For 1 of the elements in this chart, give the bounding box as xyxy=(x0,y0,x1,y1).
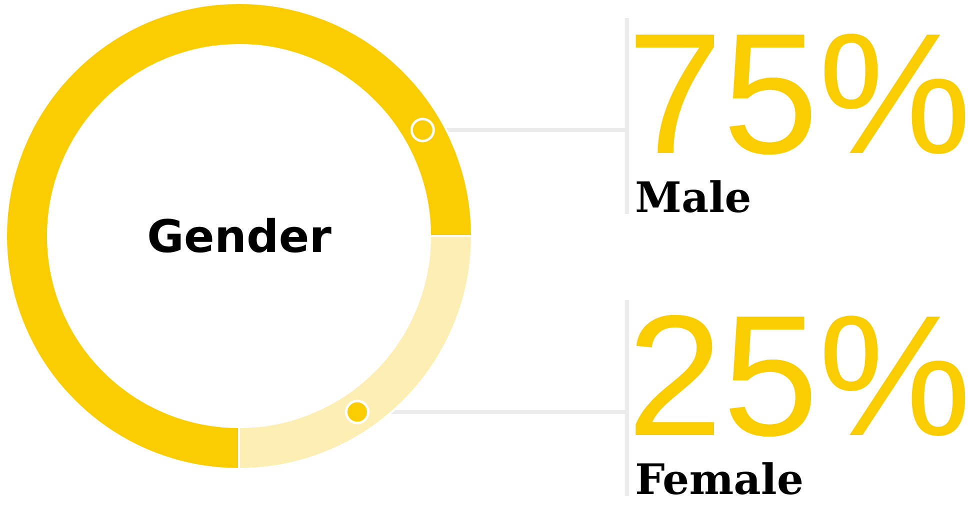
text: Gender xyxy=(147,210,332,263)
